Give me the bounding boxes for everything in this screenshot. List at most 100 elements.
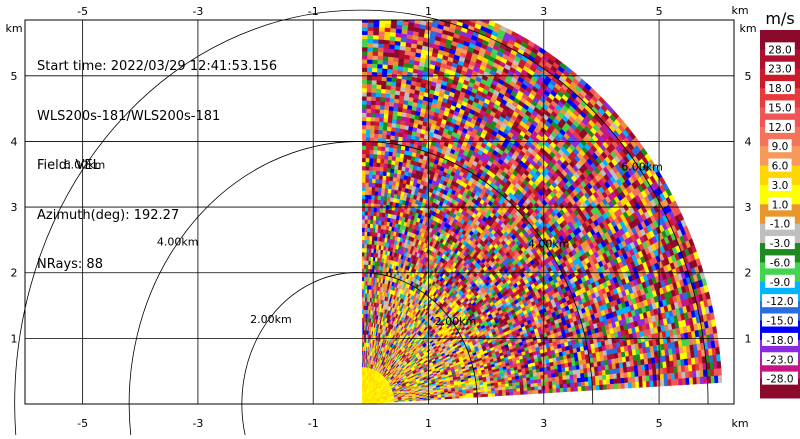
velocity-cell	[362, 150, 366, 154]
velocity-cell	[380, 2, 386, 7]
velocity-cell	[379, 175, 383, 179]
velocity-cell	[366, 174, 370, 178]
velocity-cell	[362, 228, 365, 232]
velocity-cell	[362, 92, 367, 96]
velocity-cell	[374, 199, 377, 203]
velocity-cell	[366, 137, 370, 141]
velocity-cell	[372, 68, 377, 72]
velocity-cell	[367, 80, 372, 84]
velocity-cell	[365, 211, 368, 215]
velocity-cell	[367, 232, 370, 236]
velocity-cell	[377, 150, 381, 154]
velocity-cell	[389, 102, 394, 107]
velocity-cell	[362, 22, 368, 26]
velocity-cell	[376, 105, 381, 109]
velocity-cell	[362, 68, 367, 72]
velocity-cell	[364, 256, 366, 260]
velocity-cell	[362, 10, 368, 14]
velocity-cell	[362, 174, 365, 178]
velocity-cell	[379, 118, 384, 122]
velocity-cell	[362, 72, 367, 76]
velocity-cell	[405, 1, 412, 6]
velocity-cell	[371, 109, 376, 113]
velocity-cell	[377, 84, 382, 88]
velocity-cell	[373, 31, 379, 35]
velocity-cell	[385, 147, 389, 152]
velocity-cell	[368, 0, 374, 2]
velocity-cell	[388, 156, 392, 161]
velocity-cell	[368, 43, 374, 47]
velocity-cell	[362, 187, 365, 191]
velocity-cell	[386, 3, 392, 8]
velocity-cell	[365, 199, 368, 203]
velocity-cell	[366, 125, 370, 129]
velocity-cell	[367, 96, 372, 100]
velocity-cell	[372, 92, 377, 96]
velocity-cell	[380, 171, 384, 175]
velocity-cell	[365, 248, 367, 252]
velocity-cell	[379, 39, 385, 43]
velocity-cell	[382, 77, 387, 82]
velocity-cell	[365, 232, 368, 236]
velocity-cell	[382, 68, 387, 73]
velocity-cell	[369, 174, 373, 178]
velocity-cell	[383, 56, 389, 61]
velocity-cell	[370, 146, 374, 150]
velocity-cell	[373, 47, 379, 51]
velocity-cell	[448, 6, 455, 12]
velocity-cell	[366, 141, 370, 145]
velocity-cell	[362, 35, 368, 39]
velocity-cell	[362, 100, 367, 104]
velocity-cell	[384, 114, 389, 119]
velocity-cell	[366, 146, 370, 150]
velocity-cell	[379, 130, 383, 134]
velocity-cell	[378, 56, 383, 60]
velocity-cell	[362, 154, 366, 158]
velocity-cell	[379, 122, 384, 126]
velocity-cell	[383, 130, 387, 135]
velocity-cell	[370, 129, 374, 133]
velocity-cell	[366, 121, 370, 125]
velocity-cell	[373, 170, 377, 174]
velocity-cell	[362, 170, 366, 174]
velocity-cell	[365, 195, 368, 199]
velocity-cell	[369, 178, 373, 182]
velocity-cell	[367, 88, 372, 92]
velocity-cell	[387, 73, 392, 78]
velocity-cell	[374, 134, 378, 138]
velocity-cell	[362, 252, 364, 256]
velocity-cell	[375, 125, 379, 129]
velocity-cell	[362, 191, 365, 195]
velocity-cell	[386, 81, 391, 86]
velocity-cell	[364, 260, 366, 264]
velocity-cell	[375, 109, 380, 113]
velocity-cell	[371, 96, 376, 100]
velocity-cell	[369, 166, 373, 170]
velocity-cell	[375, 187, 379, 191]
velocity-cell	[367, 92, 372, 96]
velocity-cell	[362, 236, 365, 240]
velocity-cell	[362, 96, 367, 100]
velocity-cell	[362, 203, 365, 207]
velocity-cell	[436, 3, 443, 9]
velocity-cell	[389, 147, 393, 152]
velocity-cell	[378, 60, 383, 64]
velocity-cell	[365, 224, 368, 228]
velocity-cell	[379, 35, 385, 39]
velocity-cell	[371, 211, 374, 215]
velocity-cell	[368, 31, 374, 35]
velocity-cell	[382, 72, 387, 77]
velocity-cell	[367, 252, 369, 256]
velocity-cell	[375, 191, 378, 195]
velocity-cell	[388, 160, 392, 165]
velocity-cell	[372, 187, 375, 191]
velocity-cell	[367, 109, 372, 113]
velocity-cell	[380, 167, 384, 171]
velocity-cell	[368, 211, 371, 215]
velocity-cell	[376, 101, 381, 105]
velocity-cell	[381, 159, 385, 163]
velocity-cell	[366, 178, 369, 182]
velocity-cell	[385, 23, 391, 28]
velocity-cell	[372, 195, 375, 199]
velocity-cell	[373, 166, 377, 170]
